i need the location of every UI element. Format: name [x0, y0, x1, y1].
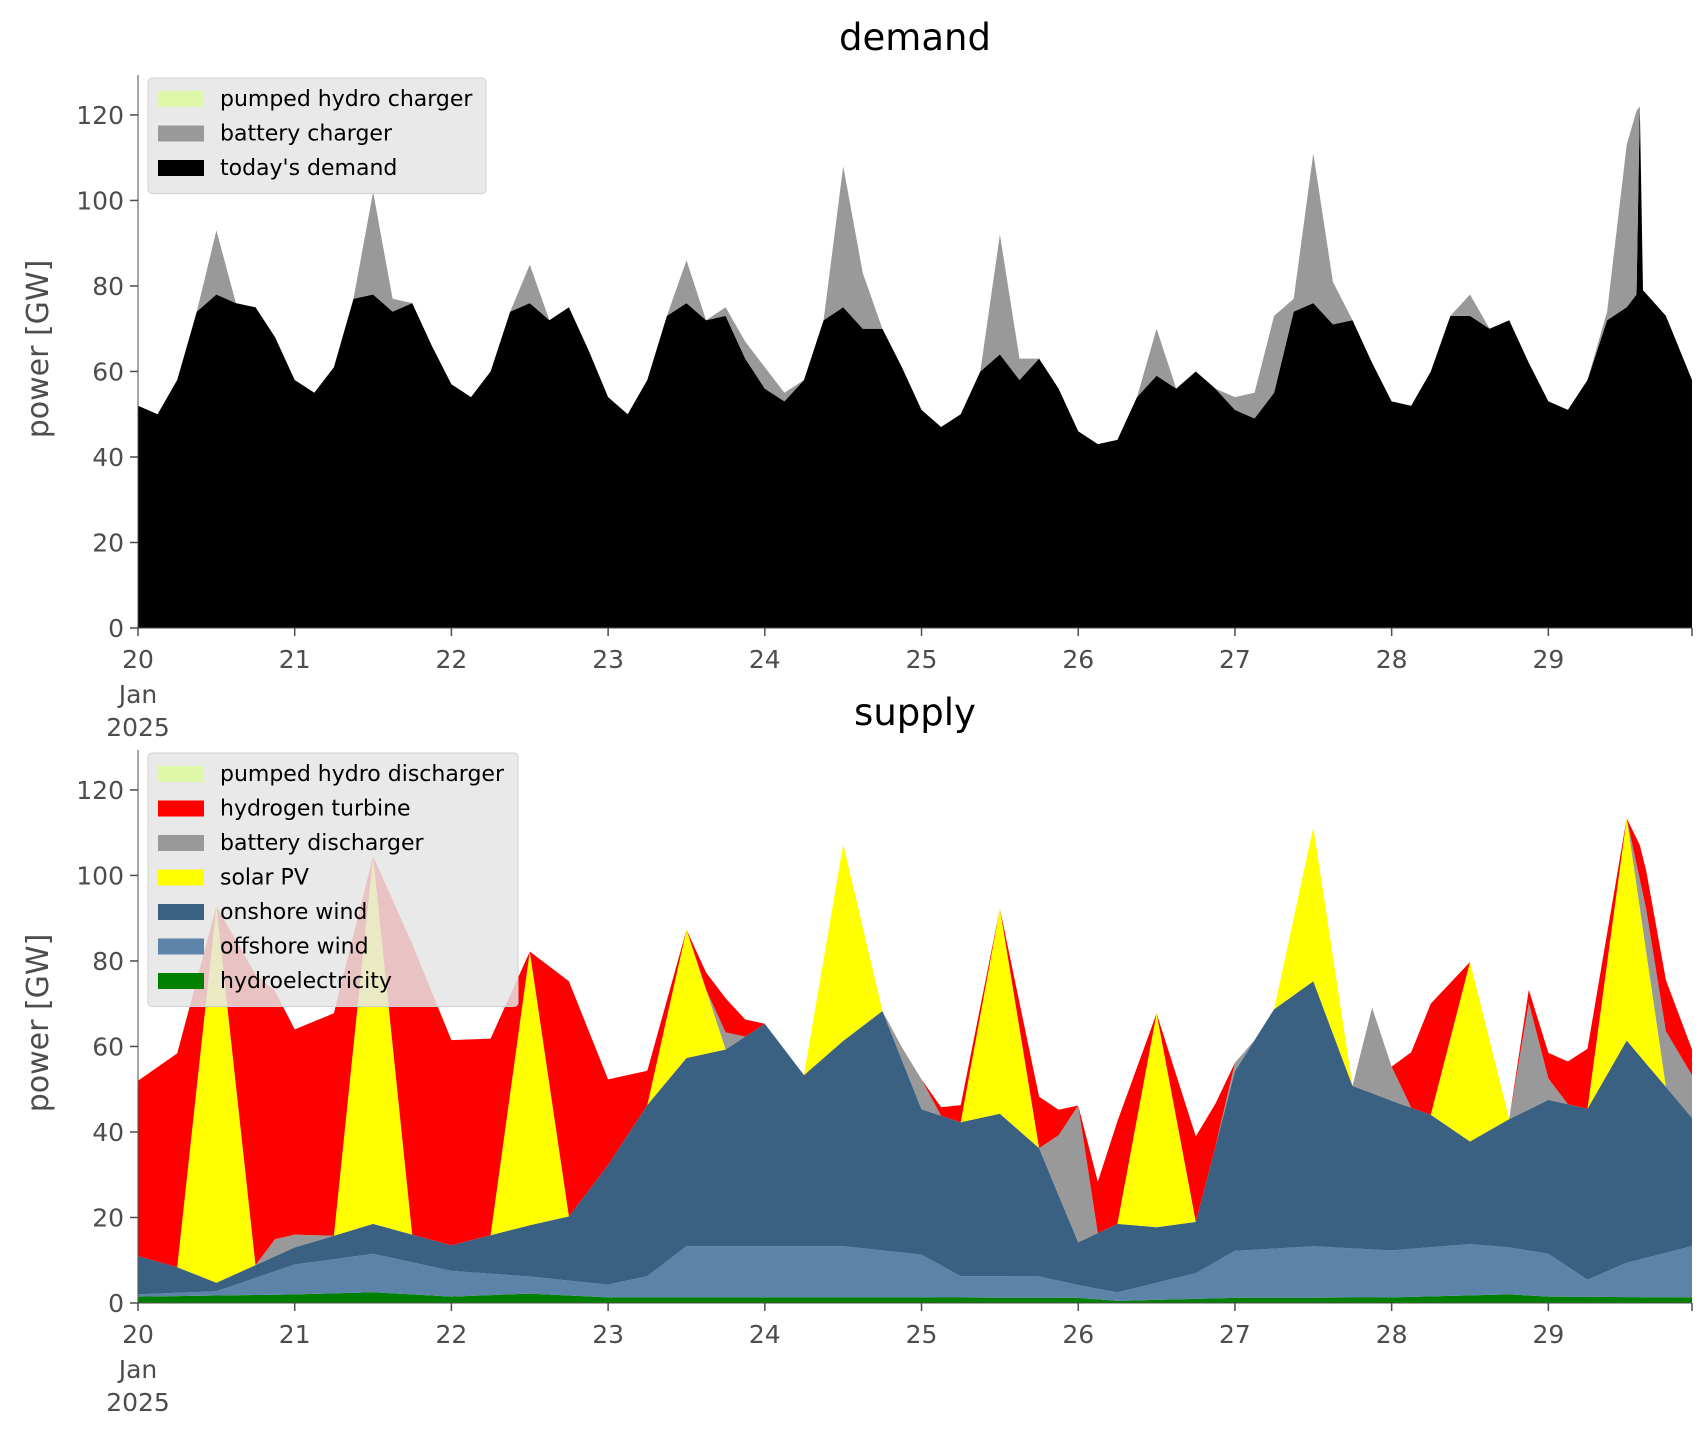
- legend-swatch-pumped-hydro-discharger: [158, 766, 204, 782]
- legend-label-solar-pv: solar PV: [220, 866, 309, 891]
- x-tick-label: 25: [906, 645, 938, 674]
- y-tick-label: 40: [92, 1118, 124, 1147]
- x-tick-label: 24: [749, 645, 781, 674]
- x-tick-label: 21: [279, 1320, 311, 1349]
- x-tick-label: 29: [1532, 645, 1564, 674]
- y-tick-label: 60: [92, 357, 124, 386]
- x-tick-label: 20: [122, 645, 154, 674]
- x-tick-label: 26: [1062, 1320, 1094, 1349]
- x-tick-sublabel: 2025: [106, 1388, 170, 1417]
- area-battery-discharger: [138, 818, 1692, 1268]
- area-hydrogen-turbine: [138, 818, 1692, 1268]
- legend-swatch-hydroelectricity: [158, 973, 204, 989]
- x-tick-label: 21: [279, 645, 311, 674]
- x-tick-label: 27: [1219, 1320, 1251, 1349]
- y-tick-label: 120: [76, 101, 124, 130]
- x-tick-label: 26: [1062, 645, 1094, 674]
- supply-areas: [138, 818, 1692, 1303]
- y-tick-label: 40: [92, 443, 124, 472]
- x-tick-label: 28: [1376, 645, 1408, 674]
- legend-label-hydrogen-turbine: hydrogen turbine: [220, 797, 411, 822]
- demand-y-axis-label: power [GW]: [21, 260, 56, 439]
- legend-swatch-battery-charger: [158, 125, 204, 142]
- demand-chart-title: demand: [839, 16, 991, 59]
- legend-swatch-hydrogen-turbine: [158, 800, 204, 817]
- area-onshore-wind: [138, 981, 1692, 1295]
- area-hydroelectricity: [138, 1292, 1692, 1303]
- legend-label-today-s-demand: today's demand: [220, 156, 397, 181]
- demand-chart: demand power [GW] 02040608010012020Jan20…: [21, 16, 1693, 742]
- x-tick-label: 23: [592, 1320, 624, 1349]
- area-today-s-demand: [138, 106, 1692, 628]
- legend-label-onshore-wind: onshore wind: [220, 900, 367, 925]
- area-solar-pv: [138, 818, 1692, 1283]
- supply-chart: supply power [GW] 02040608010012020Jan20…: [21, 691, 1693, 1417]
- x-tick-label: 20: [122, 1320, 154, 1349]
- demand-areas: [138, 106, 1692, 628]
- legend-swatch-offshore-wind: [158, 938, 204, 955]
- area-offshore-wind: [138, 1244, 1692, 1301]
- x-tick-label: 24: [749, 1320, 781, 1349]
- legend-label-hydroelectricity: hydroelectricity: [220, 969, 392, 994]
- legend-swatch-solar-pv: [158, 869, 204, 886]
- x-tick-label: 22: [436, 1320, 468, 1349]
- legend-label-offshore-wind: offshore wind: [220, 935, 369, 960]
- legend-label-pumped-hydro-discharger: pumped hydro discharger: [220, 762, 505, 787]
- x-tick-label: 28: [1376, 1320, 1408, 1349]
- legend-swatch-onshore-wind: [158, 904, 204, 920]
- y-tick-label: 80: [92, 947, 124, 976]
- legend-swatch-battery-discharger: [158, 835, 204, 851]
- legend-swatch-pumped-hydro-charger: [158, 91, 204, 107]
- y-tick-label: 100: [76, 186, 124, 215]
- x-tick-label: 23: [592, 645, 624, 674]
- legend-swatch-today-s-demand: [158, 160, 204, 176]
- y-tick-label: 20: [92, 528, 124, 557]
- legend-box: [147, 77, 487, 194]
- y-tick-label: 0: [108, 1289, 124, 1318]
- y-tick-label: 120: [76, 776, 124, 805]
- x-tick-sublabel: 2025: [106, 713, 170, 742]
- x-tick-label: 25: [906, 1320, 938, 1349]
- supply-legend: pumped hydro discharger hydrogen turbine b…: [147, 752, 519, 1007]
- x-tick-sublabel: Jan: [117, 1355, 158, 1384]
- x-tick-label: 29: [1532, 1320, 1564, 1349]
- supply-y-axis-label: power [GW]: [21, 934, 56, 1113]
- x-tick-sublabel: Jan: [117, 680, 158, 709]
- legend-label-battery-charger: battery charger: [220, 122, 393, 147]
- legend-box: [147, 752, 519, 1007]
- x-tick-label: 22: [436, 645, 468, 674]
- y-tick-label: 20: [92, 1203, 124, 1232]
- y-tick-label: 0: [108, 614, 124, 643]
- x-tick-label: 27: [1219, 645, 1251, 674]
- y-tick-label: 100: [76, 861, 124, 890]
- legend-label-pumped-hydro-charger: pumped hydro charger: [220, 87, 473, 112]
- legend-label-battery-discharger: battery discharger: [220, 831, 425, 856]
- supply-chart-title: supply: [854, 691, 976, 734]
- y-tick-label: 80: [92, 272, 124, 301]
- y-tick-label: 60: [92, 1032, 124, 1061]
- demand-legend: pumped hydro charger battery charger today…: [147, 77, 487, 194]
